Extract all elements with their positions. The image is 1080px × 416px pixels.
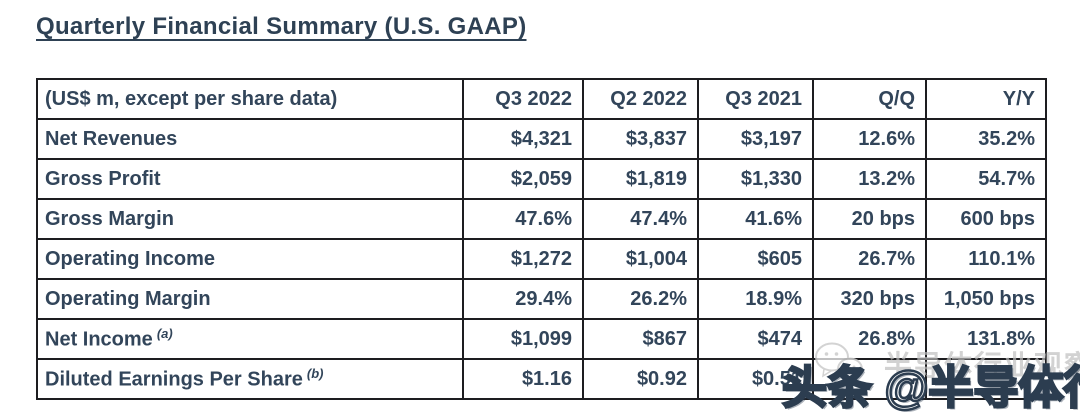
row-label-text: Operating Margin (45, 287, 211, 310)
cell-value (925, 358, 1047, 400)
cell-value: 600 bps (925, 198, 1047, 240)
cell-value: 320 bps (812, 278, 927, 320)
footnote-marker-a: (a) (156, 326, 173, 342)
cell-value: $605 (697, 238, 814, 280)
cell-value: 29.4% (462, 278, 584, 320)
cell-value: 20 bps (812, 198, 927, 240)
row-label: Operating Margin (36, 278, 464, 320)
row-label: Net Revenues (36, 118, 464, 160)
cell-value: 1,050 bps (925, 278, 1047, 320)
cell-value: $1,819 (582, 158, 699, 200)
watermark-large-text: 头条 @半导体行业观察 (781, 361, 1080, 415)
header-qq: Q/Q (812, 78, 927, 120)
cell-value: $2,059 (462, 158, 584, 200)
table-row: Gross Margin 47.6% 47.4% 41.6% 20 bps 60… (36, 198, 1047, 240)
cell-value: 41.6% (697, 198, 814, 240)
cell-value: $3,837 (582, 118, 699, 160)
table-row: Gross Profit $2,059 $1,819 $1,330 13.2% … (36, 158, 1047, 200)
row-label-text: Operating Income (45, 247, 216, 270)
cell-value: 47.4% (582, 198, 699, 240)
wechat-icon (815, 342, 863, 386)
row-label: Diluted Earnings Per Share (b) (36, 358, 464, 400)
cell-value: $1,099 (462, 318, 584, 360)
cell-value: 12.6% (812, 118, 927, 160)
row-label-text: Net Income (45, 328, 153, 351)
header-q2-2022: Q2 2022 (582, 78, 699, 120)
row-label-text: Net Revenues (45, 127, 178, 150)
cell-value: 47.6% (462, 198, 584, 240)
cell-value: 26.2% (582, 278, 699, 320)
table-row: Net Income (a) $1,099 $867 $474 26.8% 131… (36, 318, 1047, 360)
header-q3-2022: Q3 2022 (462, 78, 584, 120)
page-title: Quarterly Financial Summary (U.S. GAAP) (36, 13, 527, 40)
cell-value: 131.8% (925, 318, 1047, 360)
cell-value: 110.1% (925, 238, 1047, 280)
cell-value: 54.7% (925, 158, 1047, 200)
cell-value: $1,004 (582, 238, 699, 280)
table-header-row: (US$ m, except per share data) Q3 2022 Q… (36, 78, 1047, 120)
row-label: Gross Profit (36, 158, 464, 200)
row-label: Operating Income (36, 238, 464, 280)
cell-value: 26.7% (812, 238, 927, 280)
cell-value: $0.51 (697, 358, 814, 400)
header-unit-note: (US$ m, except per share data) (36, 78, 464, 120)
table-row: Net Revenues $4,321 $3,837 $3,197 12.6% … (36, 118, 1047, 160)
financial-summary-table: (US$ m, except per share data) Q3 2022 Q… (36, 78, 1047, 400)
table-row: Operating Income $1,272 $1,004 $605 26.7… (36, 238, 1047, 280)
row-label-text: Gross Profit (45, 167, 161, 190)
row-label-text: Gross Margin (45, 207, 174, 230)
cell-value: $1,272 (462, 238, 584, 280)
row-label: Net Income (a) (36, 318, 464, 360)
row-label: Gross Margin (36, 198, 464, 240)
header-yy: Y/Y (925, 78, 1047, 120)
cell-value: $0.92 (582, 358, 699, 400)
cell-value: $1.16 (462, 358, 584, 400)
table-row: Operating Margin 29.4% 26.2% 18.9% 320 b… (36, 278, 1047, 320)
header-q3-2021: Q3 2021 (697, 78, 814, 120)
cell-value: $4,321 (462, 118, 584, 160)
cell-value: $867 (582, 318, 699, 360)
watermark-small-text: 半导体行业观察 (884, 350, 1080, 381)
cell-value: 35.2% (925, 118, 1047, 160)
footnote-marker-b: (b) (306, 366, 324, 382)
cell-value: 26.8% (812, 318, 927, 360)
row-label-text: Diluted Earnings Per Share (45, 368, 303, 391)
cell-value: 18.9% (697, 278, 814, 320)
cell-value: $474 (697, 318, 814, 360)
cell-value: $1,330 (697, 158, 814, 200)
cell-value: 13.2% (812, 158, 927, 200)
cell-value: $3,197 (697, 118, 814, 160)
